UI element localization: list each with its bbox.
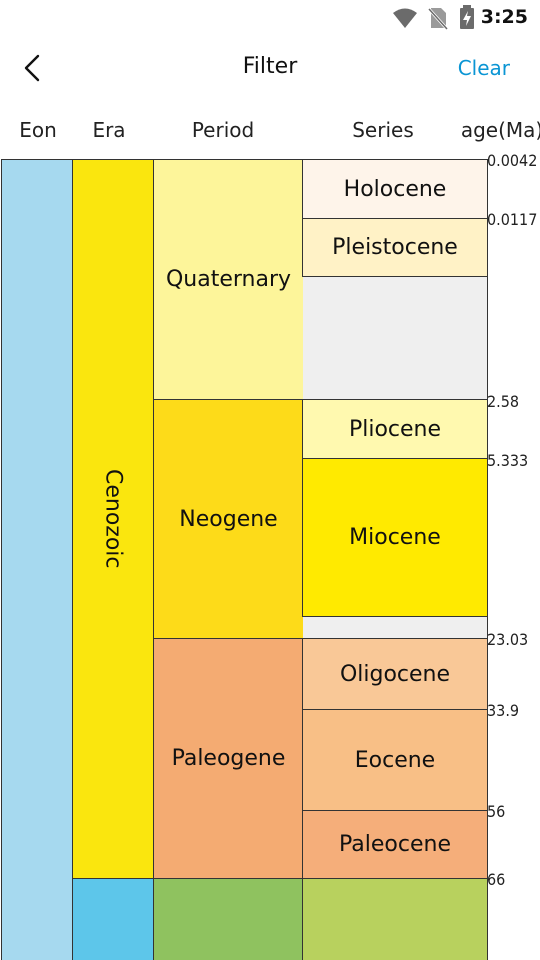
series-pleistocene[interactable]: Pleistocene [302,218,488,277]
period-quaternary[interactable]: Quaternary [153,159,304,400]
period-cretaceous[interactable] [153,878,304,960]
series-eocene[interactable]: Eocene [302,709,488,811]
age-label: 23.03 [487,630,529,649]
series-pliocene[interactable]: Pliocene [302,399,488,459]
age-label: 33.9 [487,701,520,720]
series-pliocene-label: Pliocene [348,416,442,442]
era-cenozoic-label: Cenozoic [100,469,126,569]
app-bar: Filter Clear [0,36,540,100]
series-miocene[interactable]: Miocene [302,458,488,617]
series-upper-cretaceous[interactable] [302,878,488,960]
series-oligocene-label: Oligocene [339,661,451,687]
period-neogene-label: Neogene [179,506,278,532]
status-bar: 3:25 [0,0,540,36]
period-neogene[interactable]: Neogene [153,399,304,639]
wifi-icon [393,8,417,28]
age-label: 56 [487,802,506,821]
age-label: 2.58 [487,392,520,411]
status-time: 3:25 [480,6,528,28]
age-label: 66 [487,870,506,889]
series-gap [303,616,487,638]
column-header-age: age(Ma) [460,118,540,142]
period-quaternary-label: Quaternary [165,267,292,292]
series-pleistocene-label: Pleistocene [332,235,458,260]
age-label: 0.0042 [487,151,538,170]
page-title: Filter [242,54,298,79]
series-holocene[interactable]: Holocene [302,159,488,219]
no-sim-icon [428,7,448,30]
series-eocene-label: Eocene [354,747,436,773]
age-axis [487,159,488,960]
era-mesozoic[interactable] [72,878,154,960]
column-header-era: Era [92,118,126,142]
clear-button[interactable]: Clear [457,56,510,80]
era-cenozoic[interactable]: Cenozoic [72,159,154,879]
column-header-series: Series [352,118,414,142]
battery-charging-icon [460,5,474,29]
period-paleogene[interactable]: Paleogene [153,638,304,879]
chevron-left-icon[interactable] [16,50,52,86]
series-oligocene[interactable]: Oligocene [302,638,488,710]
age-label: 5.333 [487,451,529,470]
series-holocene-label: Holocene [343,176,447,202]
series-paleocene-label: Paleocene [339,832,451,857]
column-header-period: Period [191,118,255,142]
series-miocene-label: Miocene [349,525,441,550]
series-paleocene[interactable]: Paleocene [302,810,488,879]
eon-phanerozoic[interactable] [1,159,73,960]
age-label: 0.0117 [487,210,538,229]
series-gap [303,276,487,400]
period-paleogene-label: Paleogene [171,746,286,771]
column-header-eon: Eon [19,118,57,142]
